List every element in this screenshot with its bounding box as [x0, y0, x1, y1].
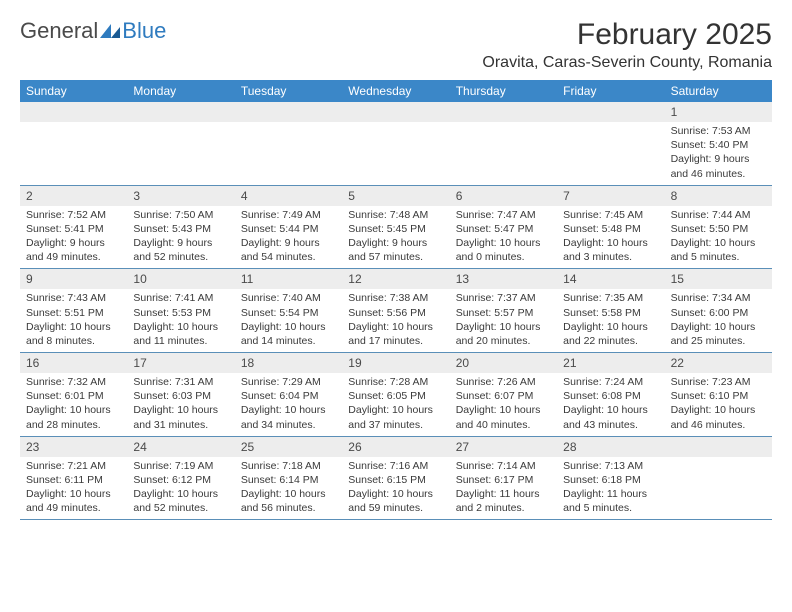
- weekday-header: Friday: [557, 80, 664, 102]
- logo-word-2: Blue: [122, 18, 166, 44]
- day-details: Sunrise: 7:37 AM Sunset: 5:57 PM Dayligh…: [450, 289, 557, 352]
- logo-mark-icon: [100, 18, 122, 44]
- weekday-header: Thursday: [450, 80, 557, 102]
- logo: General Blue: [20, 18, 166, 44]
- logo-word-1: General: [20, 18, 98, 44]
- calendar-page: General Blue February 2025 Oravita, Cara…: [0, 0, 792, 530]
- day-details: Sunrise: 7:18 AM Sunset: 6:14 PM Dayligh…: [235, 457, 342, 520]
- month-title: February 2025: [482, 18, 772, 52]
- day-number: [342, 102, 449, 122]
- weekday-header: Wednesday: [342, 80, 449, 102]
- day-number: 19: [342, 353, 449, 373]
- day-number: 23: [20, 437, 127, 457]
- day-number: 24: [127, 437, 234, 457]
- day-number: [450, 102, 557, 122]
- week-row: 232425262728 Sunrise: 7:21 AM Sunset: 6:1…: [20, 437, 772, 521]
- day-details: [450, 122, 557, 185]
- day-details: Sunrise: 7:32 AM Sunset: 6:01 PM Dayligh…: [20, 373, 127, 436]
- day-details: Sunrise: 7:48 AM Sunset: 5:45 PM Dayligh…: [342, 206, 449, 269]
- week-row: 2345678 Sunrise: 7:52 AM Sunset: 5:41 PM …: [20, 186, 772, 270]
- day-number: 2: [20, 186, 127, 206]
- weekday-header: Monday: [127, 80, 234, 102]
- day-details: Sunrise: 7:52 AM Sunset: 5:41 PM Dayligh…: [20, 206, 127, 269]
- day-number: 12: [342, 269, 449, 289]
- day-details: Sunrise: 7:44 AM Sunset: 5:50 PM Dayligh…: [665, 206, 772, 269]
- day-number: 4: [235, 186, 342, 206]
- day-number: 7: [557, 186, 664, 206]
- day-details: Sunrise: 7:13 AM Sunset: 6:18 PM Dayligh…: [557, 457, 664, 520]
- day-details: Sunrise: 7:35 AM Sunset: 5:58 PM Dayligh…: [557, 289, 664, 352]
- day-number: 22: [665, 353, 772, 373]
- day-details: Sunrise: 7:16 AM Sunset: 6:15 PM Dayligh…: [342, 457, 449, 520]
- day-number: 20: [450, 353, 557, 373]
- day-number: 11: [235, 269, 342, 289]
- day-details: Sunrise: 7:53 AM Sunset: 5:40 PM Dayligh…: [665, 122, 772, 185]
- title-block: February 2025 Oravita, Caras-Severin Cou…: [482, 18, 772, 72]
- day-details: Sunrise: 7:29 AM Sunset: 6:04 PM Dayligh…: [235, 373, 342, 436]
- day-number: 17: [127, 353, 234, 373]
- day-number: [20, 102, 127, 122]
- day-details: [20, 122, 127, 185]
- day-details: Sunrise: 7:49 AM Sunset: 5:44 PM Dayligh…: [235, 206, 342, 269]
- day-number: [127, 102, 234, 122]
- day-number: 5: [342, 186, 449, 206]
- day-details: [342, 122, 449, 185]
- day-details: Sunrise: 7:45 AM Sunset: 5:48 PM Dayligh…: [557, 206, 664, 269]
- day-number: 21: [557, 353, 664, 373]
- day-number: 28: [557, 437, 664, 457]
- day-details: [235, 122, 342, 185]
- day-number: 3: [127, 186, 234, 206]
- day-details: Sunrise: 7:47 AM Sunset: 5:47 PM Dayligh…: [450, 206, 557, 269]
- day-number: 27: [450, 437, 557, 457]
- weekday-header: Sunday: [20, 80, 127, 102]
- day-details: [127, 122, 234, 185]
- day-details: Sunrise: 7:34 AM Sunset: 6:00 PM Dayligh…: [665, 289, 772, 352]
- day-number: 10: [127, 269, 234, 289]
- day-details: Sunrise: 7:40 AM Sunset: 5:54 PM Dayligh…: [235, 289, 342, 352]
- day-details: Sunrise: 7:23 AM Sunset: 6:10 PM Dayligh…: [665, 373, 772, 436]
- day-details: Sunrise: 7:43 AM Sunset: 5:51 PM Dayligh…: [20, 289, 127, 352]
- week-row: 1Sunrise: 7:53 AM Sunset: 5:40 PM Daylig…: [20, 102, 772, 186]
- calendar-grid: Sunday Monday Tuesday Wednesday Thursday…: [20, 80, 772, 520]
- day-number: 13: [450, 269, 557, 289]
- weekday-header-row: Sunday Monday Tuesday Wednesday Thursday…: [20, 80, 772, 102]
- day-details: Sunrise: 7:14 AM Sunset: 6:17 PM Dayligh…: [450, 457, 557, 520]
- day-details: Sunrise: 7:21 AM Sunset: 6:11 PM Dayligh…: [20, 457, 127, 520]
- page-header: General Blue February 2025 Oravita, Cara…: [20, 18, 772, 72]
- day-number: 16: [20, 353, 127, 373]
- day-details: [557, 122, 664, 185]
- weeks-container: 1Sunrise: 7:53 AM Sunset: 5:40 PM Daylig…: [20, 102, 772, 520]
- day-details: Sunrise: 7:28 AM Sunset: 6:05 PM Dayligh…: [342, 373, 449, 436]
- day-details: Sunrise: 7:19 AM Sunset: 6:12 PM Dayligh…: [127, 457, 234, 520]
- day-number: 6: [450, 186, 557, 206]
- day-details: Sunrise: 7:38 AM Sunset: 5:56 PM Dayligh…: [342, 289, 449, 352]
- day-number: 9: [20, 269, 127, 289]
- day-number: 18: [235, 353, 342, 373]
- day-details: Sunrise: 7:31 AM Sunset: 6:03 PM Dayligh…: [127, 373, 234, 436]
- day-number: [557, 102, 664, 122]
- day-number: 8: [665, 186, 772, 206]
- day-details: Sunrise: 7:24 AM Sunset: 6:08 PM Dayligh…: [557, 373, 664, 436]
- day-details: [665, 457, 772, 520]
- weekday-header: Saturday: [665, 80, 772, 102]
- day-details: Sunrise: 7:41 AM Sunset: 5:53 PM Dayligh…: [127, 289, 234, 352]
- day-number: 1: [665, 102, 772, 122]
- day-number: [235, 102, 342, 122]
- day-number: 14: [557, 269, 664, 289]
- location-subtitle: Oravita, Caras-Severin County, Romania: [482, 54, 772, 72]
- day-number: 26: [342, 437, 449, 457]
- day-number: [665, 437, 772, 457]
- day-number: 15: [665, 269, 772, 289]
- week-row: 9101112131415 Sunrise: 7:43 AM Sunset: 5:…: [20, 269, 772, 353]
- weekday-header: Tuesday: [235, 80, 342, 102]
- week-row: 16171819202122 Sunrise: 7:32 AM Sunset: 6…: [20, 353, 772, 437]
- day-number: 25: [235, 437, 342, 457]
- day-details: Sunrise: 7:26 AM Sunset: 6:07 PM Dayligh…: [450, 373, 557, 436]
- day-details: Sunrise: 7:50 AM Sunset: 5:43 PM Dayligh…: [127, 206, 234, 269]
